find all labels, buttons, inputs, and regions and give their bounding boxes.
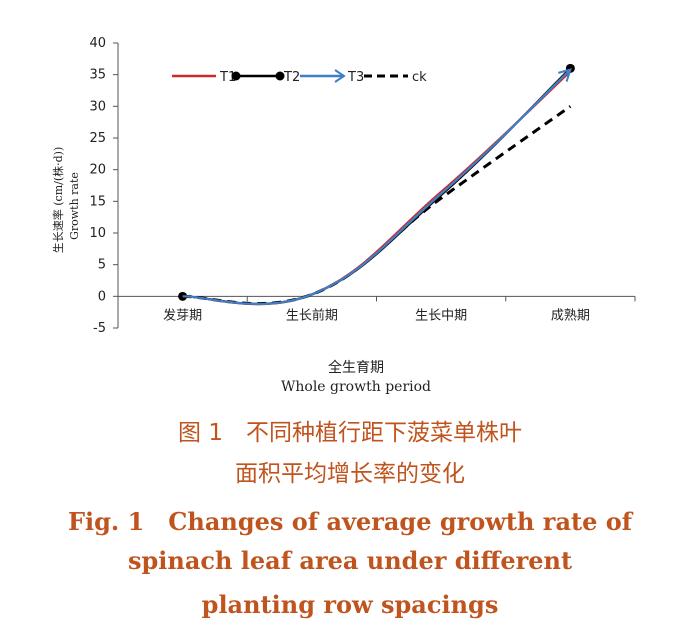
y-tick-label: 20 [89,163,106,178]
legend-label-ck: ck [412,70,427,85]
y-tick-label: 40 [89,36,106,51]
legend-marker-t3 [334,69,346,83]
y-tick-label: 25 [89,131,106,146]
legend-marker-t2 [275,71,285,81]
x-axis-label-cn: 全生育期 [328,359,384,376]
legend-label-t2: T2 [283,70,300,85]
caption-en-line-1: Fig. 1 Changes of average growth rate of [67,507,633,536]
legend: T1 T2 T3 ck [172,69,427,85]
y-axis-label-cn: 生长速率 (cm/(株·d)) [51,147,65,254]
caption-en-line-3: planting row spacings [201,590,499,619]
x-axis-label-en: Whole growth period [281,379,431,395]
series-line-t2 [182,67,572,305]
caption-en-line-2: spinach leaf area under different [127,546,573,575]
series-marker-t3 [558,68,572,82]
series-lines [178,63,575,306]
x-category-label: 成熟期 [551,307,590,323]
x-category-label: 生长前期 [286,307,338,323]
x-axis: 发芽期 生长前期 生长中期 成熟期 [117,295,636,323]
y-axis: -5 0 5 10 15 20 25 30 35 40 [89,36,119,336]
series-line-ck [182,105,572,306]
y-tick-label: -5 [93,321,106,336]
y-axis-label-en: Growth rate [68,172,81,240]
caption-cn-line-1: 图 1 不同种植行距下菠菜单株叶 [178,420,522,446]
x-category-label: 发芽期 [163,307,202,323]
y-tick-label: 30 [89,99,106,114]
y-tick-label: 0 [98,289,106,304]
y-tick-label: 35 [89,68,106,83]
legend-marker-t2 [231,71,241,81]
series-line-t3 [182,68,572,306]
legend-label-t3: T3 [347,70,364,85]
y-tick-label: 15 [89,194,106,209]
x-category-label: 生长中期 [415,308,467,323]
y-tick-label: 10 [89,226,106,241]
series-line-t1 [182,70,572,306]
growth-rate-chart: -5 0 5 10 15 20 25 30 35 40 发芽期 生长前期 生长中期 成熟期 T1 T2 T3… [51,36,636,395]
y-tick-label: 5 [98,258,106,273]
legend-label-t1: T1 [219,70,236,85]
caption-cn-line-2: 面积平均增长率的变化 [235,461,465,487]
